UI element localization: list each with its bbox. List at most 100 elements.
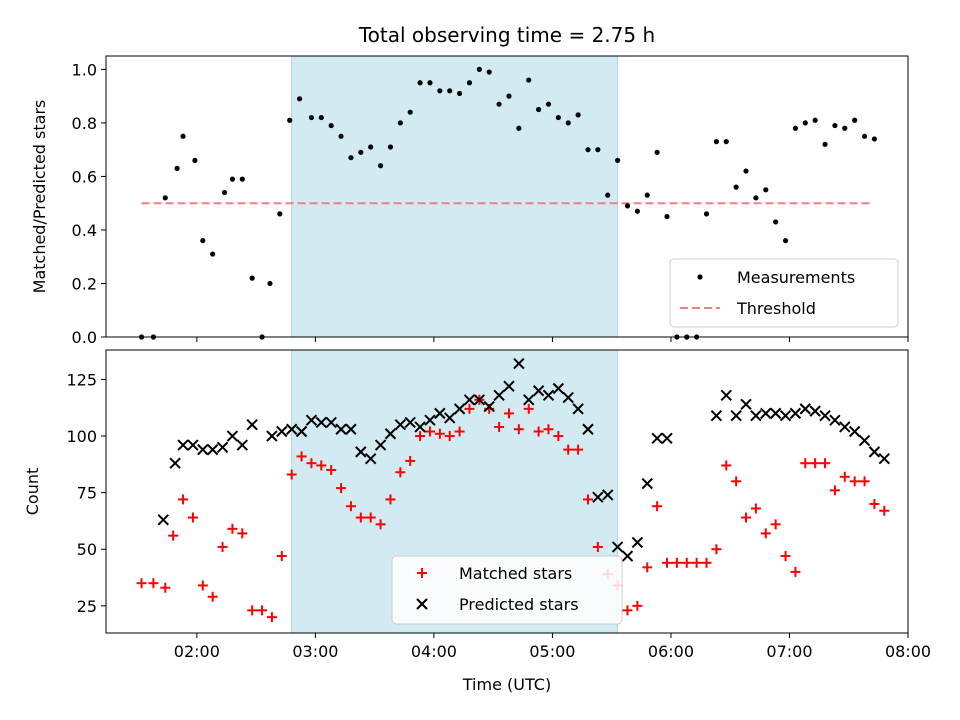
matched-star-point [513,424,524,435]
predicted-star-point [493,389,505,401]
measurement-point [221,189,228,196]
matched-star-point [160,582,171,593]
matched-star-point [800,458,811,469]
predicted-star-point [809,405,821,417]
measurement-point [162,195,168,201]
matched-star-point [227,523,238,534]
x-tick-label: 08:00 [885,642,931,661]
matched-star-point [790,566,801,577]
x-tick-label: 02:00 [174,642,220,661]
predicted-star-point [216,441,229,454]
predicted-star-point [226,430,239,442]
matched-star-point [257,605,268,616]
matched-star-point [760,528,771,539]
predicted-star-point [789,407,802,420]
predicted-star-point [404,416,416,429]
measurement-point [318,114,324,121]
matched-star-point [731,476,742,487]
predicted-star-point [177,439,189,451]
x-tick-label: 04:00 [411,642,457,661]
matched-star-point [859,476,870,487]
matched-star-point [296,451,307,462]
measurement-point [277,211,283,217]
legend-marker-predicted-stars [416,598,428,610]
matched-star-point [197,580,208,591]
legend-label-measurements: Measurements [737,268,855,287]
measurement-point [822,141,828,147]
observing-span-top [291,55,619,338]
measurement-point [812,117,818,123]
predicted-star-point [523,394,535,406]
bottom-x-ticks: 02:00 03:00 04:00 05:00 06:00 07:00 08:00 [174,633,931,661]
matched-star-point [355,512,366,523]
predicted-star-point [760,407,772,420]
matched-star-point [464,403,475,414]
predicted-star-point [266,430,278,442]
matched-star-point [503,408,514,419]
measurement-point [180,133,186,139]
matched-star-point [415,431,426,442]
predicted-star-point [503,380,515,392]
measurement-point [427,80,433,86]
matched-star-point [148,578,159,589]
predicted-star-point [384,428,397,440]
matched-star-point [237,528,248,539]
predicted-star-point [513,357,525,370]
predicted-star-point [305,414,318,426]
measurement-point [486,69,492,75]
measurement-point [526,77,532,83]
predicted-star-point [532,385,545,397]
matched-star-point [247,605,258,616]
matched-star-point [829,485,840,496]
measurement-point [239,176,245,182]
measurement-point [861,133,868,139]
matched-star-point [642,562,653,573]
matched-star-point [701,557,712,568]
matched-star-point [345,501,356,512]
measurement-point [296,96,303,102]
matched-star-point [533,426,544,437]
predicted-star-point [829,414,841,426]
predicted-star-point [878,452,891,465]
measurement-point [348,155,354,161]
predicted-star-point [839,421,851,433]
predicted-star-point [641,477,653,490]
measurement-point [267,280,273,287]
matched-star-point [286,469,297,480]
matched-star-point [573,444,584,455]
matched-star-point [424,426,435,437]
matched-star-point [622,605,633,616]
bottom-legend: Matched stars Predicted stars [391,555,623,625]
measurement-point [733,184,739,190]
bottom-y-ticks: 25 50 75 100 125 [66,370,106,616]
matched-star-point [168,530,179,541]
measurement-point [506,93,512,99]
measurement-point [417,80,423,86]
predicted-star-point [335,423,347,435]
predicted-star-point [868,446,881,458]
matched-star-point [494,421,505,432]
matched-star-point [869,498,880,509]
chart-title: Total observing time = 2.75 h [358,23,655,47]
predicted-star-point [453,403,466,415]
matched-star-point [750,503,761,514]
measurement-point [229,176,236,182]
top-ytick-label: 0.8 [72,114,97,133]
bot-ytick-label: 125 [66,370,97,389]
measurement-point [723,139,729,145]
predicted-star-point [552,382,565,395]
predicted-star-point [197,443,209,456]
matched-star-point [375,519,386,530]
matched-star-point [395,467,406,478]
measurement-point [753,195,759,201]
bottom-axes-frame [105,349,909,634]
predicted-star-point [621,550,634,562]
predicted-star-point [542,389,555,401]
predicted-star-point [169,457,181,469]
top-y-axis-label: Matched/Predicted stars [30,100,49,294]
predicted-star-point [463,394,476,406]
predicted-star-point [345,423,357,435]
matched-star-point [523,403,534,414]
measurement-point [792,125,799,131]
